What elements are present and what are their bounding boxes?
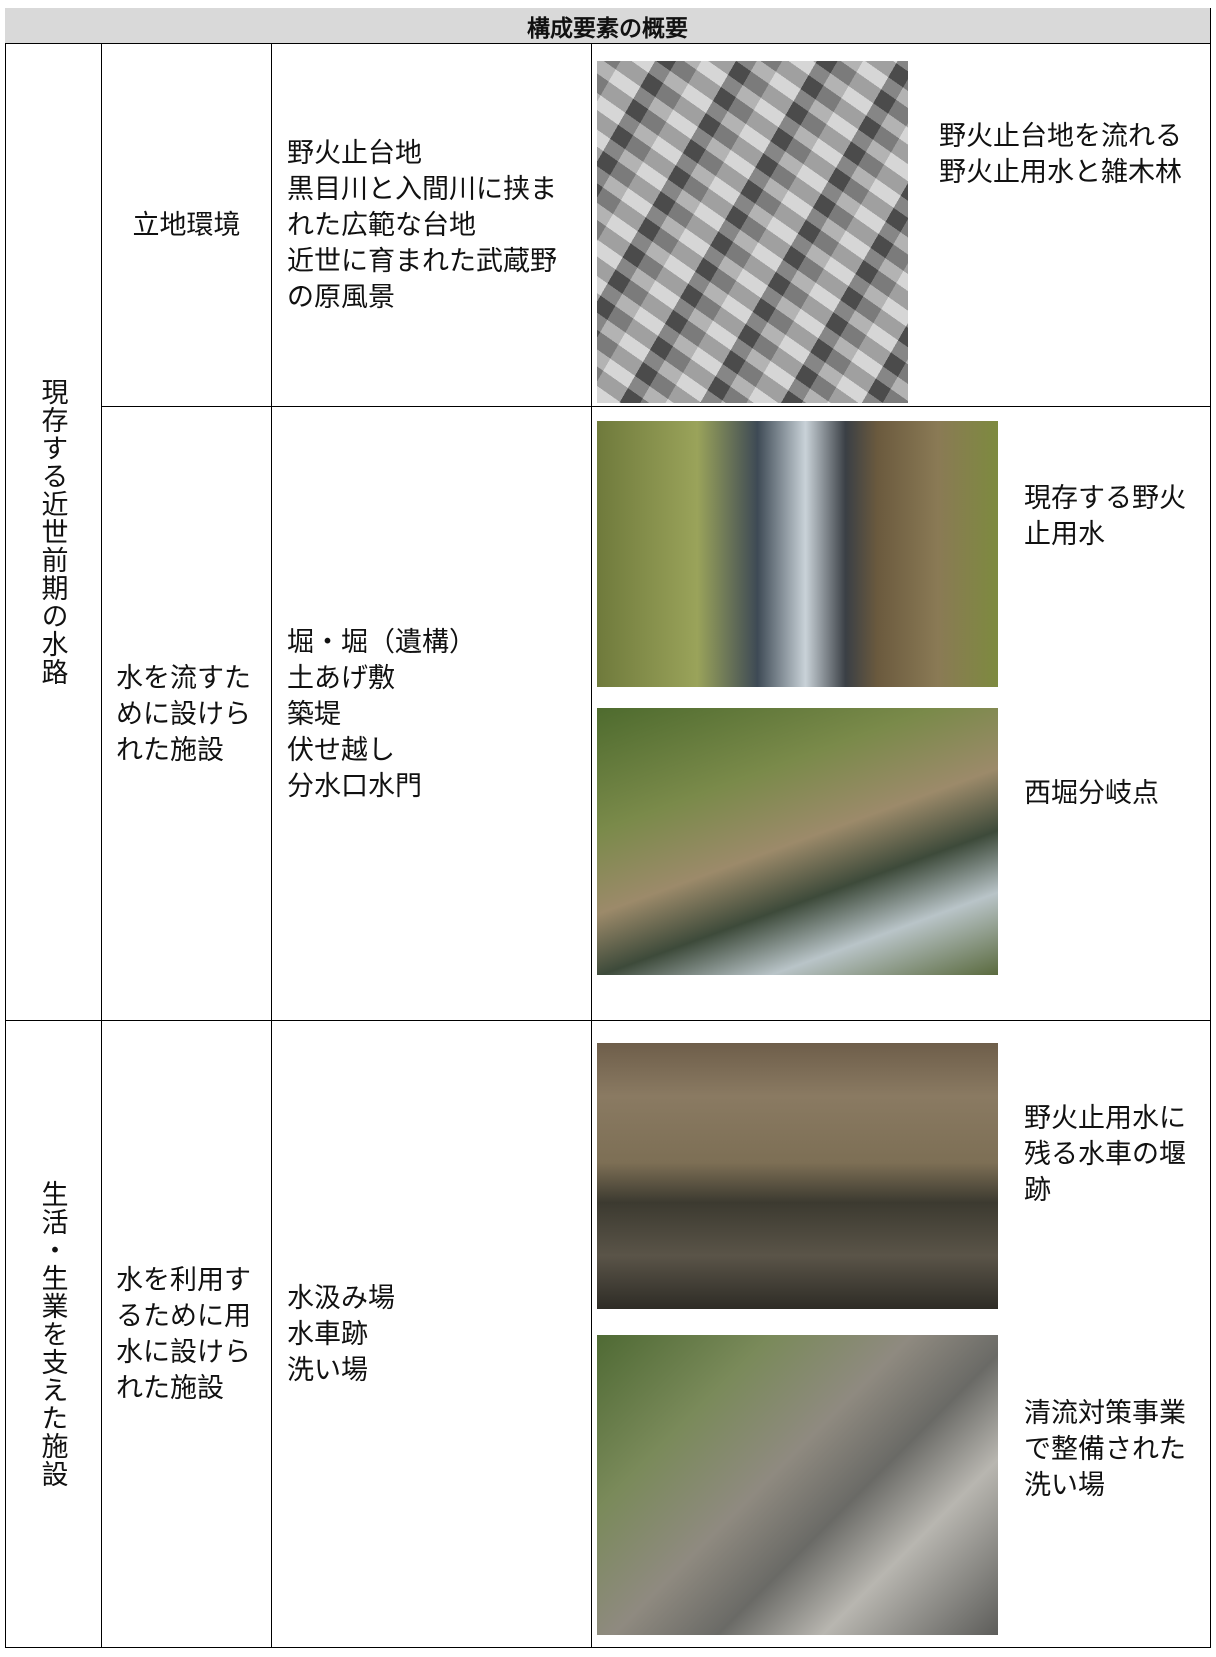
header-title: 構成要素の概要 [527, 15, 688, 41]
item: 黒目川と入間川に挟まれた広範な台地 [287, 174, 557, 240]
category: 水を利用するために用水に設けられた施設 [116, 1265, 251, 1403]
header-cell: 構成要素の概要 [5, 8, 1211, 44]
item-list: 水汲み場水車跡洗い場 [287, 1280, 572, 1388]
photo-cell [592, 44, 1211, 407]
item: 築堤 [287, 698, 341, 729]
category-cell: 水を利用するために用水に設けられた施設 [102, 1021, 272, 1648]
photo-caption: 西堀分岐点 [1024, 778, 1159, 808]
item: 洗い場 [287, 1355, 368, 1385]
photo [597, 421, 998, 687]
item: 水車跡 [287, 1319, 368, 1349]
photo-cell [592, 1021, 1211, 1648]
item-list: 堀・堀（遺構） 土あげ敷築堤伏せ越し分水口水門 [287, 624, 572, 804]
item: 野火止台地 [287, 138, 422, 168]
item: 堀・堀（遺構） [287, 626, 476, 657]
photo [597, 1043, 998, 1309]
photo [597, 1335, 998, 1635]
photo-caption: 清流対策事業で整備された洗い場 [1024, 1398, 1186, 1500]
item: 伏せ越し [287, 734, 395, 765]
item-list: 野火止台地黒目川と入間川に挟まれた広範な台地 近世に育まれた武蔵野の原風景 [287, 135, 572, 315]
group-cell: 現存する近世前期の水路 [5, 44, 102, 1021]
item: 分水口水門 [287, 770, 422, 801]
item: 近世に育まれた武蔵野の原風景 [287, 246, 557, 312]
photo [597, 61, 908, 403]
item: 土あげ敷 [287, 662, 395, 693]
photo-caption: 野火止台地を流れる野火止用水と雑木林 [939, 121, 1182, 187]
category-cell: 水を流すために設けられた施設 [102, 407, 272, 1021]
category-cell: 立地環境 [102, 44, 272, 407]
item: 水汲み場 [287, 1283, 395, 1313]
items-cell: 野火止台地黒目川と入間川に挟まれた広範な台地 近世に育まれた武蔵野の原風景 [272, 44, 592, 407]
photo [597, 708, 998, 975]
group-label: 生活・生業を支えた施設 [37, 1180, 68, 1488]
category: 水を流すために設けられた施設 [116, 662, 251, 765]
photo-cell [592, 407, 1211, 1021]
items-cell: 堀・堀（遺構） 土あげ敷築堤伏せ越し分水口水門 [272, 407, 592, 1021]
items-cell: 水汲み場水車跡洗い場 [272, 1021, 592, 1648]
photo-caption: 野火止用水に残る水車の堰跡 [1024, 1103, 1186, 1205]
group-label: 現存する近世前期の水路 [37, 378, 68, 686]
category: 立地環境 [132, 210, 241, 240]
photo-caption: 現存する野火止用水 [1024, 483, 1186, 549]
group-cell: 生活・生業を支えた施設 [5, 1021, 102, 1648]
